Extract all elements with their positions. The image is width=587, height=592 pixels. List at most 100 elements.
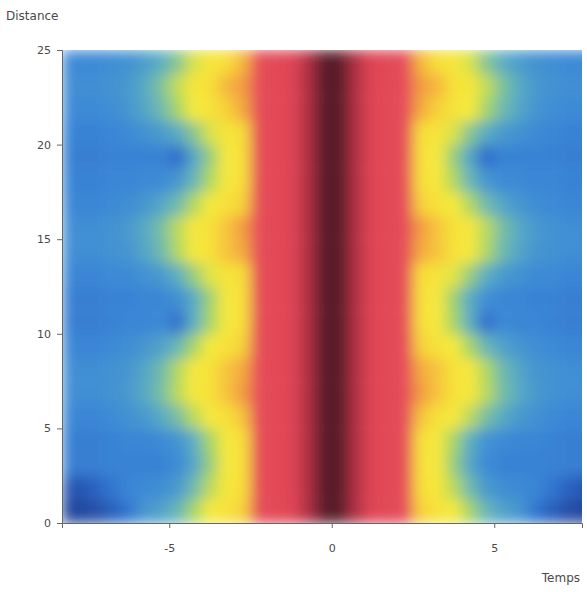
heatmap-cell — [62, 168, 89, 192]
heatmap-cell — [511, 452, 528, 476]
heatmap-cell — [218, 287, 235, 311]
heatmap-cell — [234, 405, 251, 429]
heatmap-cell — [478, 121, 495, 145]
heatmap-cell — [413, 121, 430, 145]
heatmap-cell — [494, 74, 511, 98]
heatmap-cell — [381, 334, 398, 358]
heatmap-cell — [251, 287, 268, 311]
heatmap-cell — [169, 310, 186, 334]
heatmap-cell — [559, 168, 576, 192]
heatmap-cell — [397, 239, 414, 263]
heatmap-cell — [316, 168, 333, 192]
heatmap-cell — [88, 216, 105, 240]
heatmap-cell — [397, 310, 414, 334]
heatmap-cell — [234, 334, 251, 358]
heatmap-cell — [576, 452, 583, 476]
heatmap-cell — [348, 121, 365, 145]
heatmap-cell — [429, 97, 446, 121]
heatmap-cell — [299, 239, 316, 263]
heatmap-cell — [478, 239, 495, 263]
heatmap-cell — [364, 192, 381, 216]
heatmap-cell — [397, 145, 414, 169]
heatmap-cell — [169, 287, 186, 311]
heatmap-cell — [429, 405, 446, 429]
heatmap-cell — [267, 287, 284, 311]
heatmap-cell — [88, 452, 105, 476]
heatmap-cell — [478, 499, 495, 523]
heatmap-cell — [527, 287, 544, 311]
heatmap-cell — [527, 499, 544, 523]
heatmap-cell — [348, 168, 365, 192]
heatmap-cell — [104, 499, 121, 523]
heatmap-cell — [348, 499, 365, 523]
heatmap-cell — [381, 357, 398, 381]
heatmap-cell — [462, 499, 479, 523]
heatmap-cell — [137, 381, 154, 405]
heatmap-cell — [511, 428, 528, 452]
heatmap-cell — [559, 476, 576, 500]
heatmap-cell — [364, 239, 381, 263]
heatmap-cell — [559, 263, 576, 287]
heatmap-cell — [88, 263, 105, 287]
heatmap-cell — [121, 334, 138, 358]
heatmap-cell — [251, 310, 268, 334]
heatmap-cell — [137, 452, 154, 476]
heatmap-cell — [316, 216, 333, 240]
heatmap-cell — [494, 334, 511, 358]
heatmap-cell — [234, 74, 251, 98]
heatmap-cell — [543, 476, 560, 500]
heatmap-cell — [234, 476, 251, 500]
heatmap-cell — [251, 428, 268, 452]
heatmap-cell — [316, 405, 333, 429]
heatmap-cell — [104, 239, 121, 263]
heatmap-cell — [429, 499, 446, 523]
tick: 0 — [329, 523, 336, 555]
heatmap-cell — [121, 263, 138, 287]
heatmap-cell — [121, 239, 138, 263]
heatmap-cell — [429, 192, 446, 216]
heatmap-cell — [104, 452, 121, 476]
tick: 5 — [491, 523, 498, 555]
tick-label: 0 — [44, 517, 51, 530]
heatmap-cell — [332, 452, 349, 476]
heatmap-cell — [413, 310, 430, 334]
heatmap-cell — [413, 263, 430, 287]
heatmap-cell — [332, 310, 349, 334]
heatmap-cell — [559, 405, 576, 429]
heatmap-cell — [104, 50, 121, 74]
heatmap-cell — [218, 168, 235, 192]
heatmap-cell — [316, 263, 333, 287]
heatmap-cell — [62, 381, 89, 405]
heatmap-cell — [251, 405, 268, 429]
heatmap-cell — [186, 97, 203, 121]
heatmap-cell — [283, 192, 300, 216]
heatmap-cell — [348, 74, 365, 98]
heatmap-cell — [283, 334, 300, 358]
heatmap-cell — [559, 357, 576, 381]
heatmap-cell — [527, 168, 544, 192]
heatmap-cell — [397, 168, 414, 192]
heatmap-cell — [462, 50, 479, 74]
heatmap-cell — [218, 121, 235, 145]
heatmap-cell — [381, 381, 398, 405]
heatmap-cell — [251, 192, 268, 216]
heatmap-cell — [299, 381, 316, 405]
heatmap-cell — [153, 97, 170, 121]
heatmap-cell — [137, 476, 154, 500]
heatmap-cell — [348, 50, 365, 74]
heatmap-cell — [202, 121, 219, 145]
heatmap-cell — [527, 74, 544, 98]
heatmap-cell — [478, 476, 495, 500]
heatmap-cell — [364, 310, 381, 334]
heatmap-cell — [121, 287, 138, 311]
heatmap-cell — [332, 50, 349, 74]
heatmap-cell — [413, 334, 430, 358]
heatmap-cell — [332, 97, 349, 121]
heatmap-cell — [153, 239, 170, 263]
heatmap-cell — [218, 74, 235, 98]
heatmap-cell — [332, 428, 349, 452]
heatmap-cell — [543, 357, 560, 381]
heatmap-cell — [527, 263, 544, 287]
heatmap-cell — [332, 381, 349, 405]
heatmap-cell — [511, 381, 528, 405]
